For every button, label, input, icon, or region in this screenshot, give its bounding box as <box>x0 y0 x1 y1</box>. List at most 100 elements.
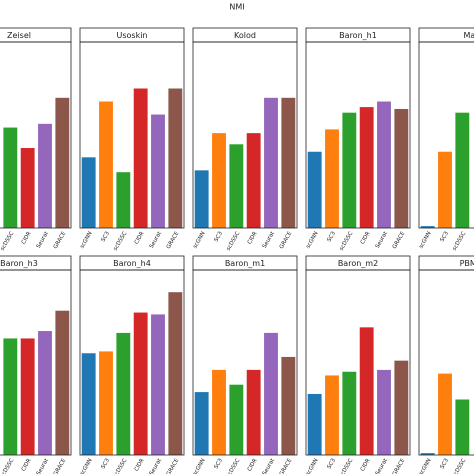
x-tick-label: Seurat <box>149 457 164 474</box>
bar <box>20 338 35 455</box>
x-tick-label: Seurat <box>36 457 51 474</box>
bar <box>359 327 374 455</box>
panel-title: Baron_h1 <box>339 31 377 40</box>
panel-title: Zeisel <box>7 31 31 40</box>
x-tick-label: CIDR <box>134 231 146 246</box>
bar <box>281 97 296 228</box>
bar <box>99 101 113 228</box>
panel-title: Baron_m1 <box>225 259 265 268</box>
plot-frame <box>79 41 185 229</box>
plot-frame <box>0 269 72 456</box>
bar <box>212 133 226 228</box>
x-tick-label: scDSSC <box>339 231 355 252</box>
panel-title: Mar <box>463 31 474 40</box>
x-tick-label: SC3 <box>439 457 450 470</box>
bar <box>20 148 35 228</box>
bar <box>420 226 435 228</box>
x-tick-label: SC3 <box>100 230 111 243</box>
bar <box>325 129 339 228</box>
x-tick-label: scDSSC <box>452 231 468 252</box>
bar <box>151 314 165 455</box>
x-tick-label: CIDR <box>360 458 372 473</box>
x-tick-label: scGNN <box>305 231 319 250</box>
bar <box>99 351 113 455</box>
x-tick-label: GRACE <box>279 457 294 474</box>
bar <box>55 310 70 455</box>
bar <box>264 332 278 455</box>
bar <box>212 369 226 455</box>
bar <box>438 373 452 455</box>
x-tick-label: GRACE <box>279 230 294 250</box>
bar <box>38 123 52 228</box>
bar <box>3 127 18 228</box>
x-tick-label: CIDR <box>21 231 33 246</box>
x-tick-label: CIDR <box>360 231 372 246</box>
bar <box>307 393 322 455</box>
bar <box>377 369 391 455</box>
x-tick-label: scDSSC <box>0 458 15 474</box>
x-tick-label: Seurat <box>262 230 277 249</box>
bar <box>420 453 435 455</box>
figure-title: NMI <box>229 3 244 12</box>
bar <box>38 331 52 455</box>
x-tick-label: scGNN <box>305 458 319 474</box>
x-tick-label: GRACE <box>53 230 68 250</box>
panel-title: Kolod <box>234 31 256 40</box>
bar <box>325 375 339 455</box>
x-tick-label: GRACE <box>53 457 68 474</box>
x-tick-label: SC3 <box>326 457 337 470</box>
x-tick-label: CIDR <box>247 458 259 473</box>
bar <box>81 353 96 455</box>
x-tick-label: CIDR <box>21 458 33 473</box>
bar <box>133 88 148 228</box>
plot-frame <box>305 269 411 456</box>
plot-frame <box>305 41 411 229</box>
panel-title: Usoskin <box>116 31 147 40</box>
bar <box>377 101 391 228</box>
x-tick-label: GRACE <box>166 230 181 250</box>
x-tick-label: SC3 <box>326 230 337 243</box>
x-tick-label: scDSSC <box>226 458 242 474</box>
bar <box>455 399 470 455</box>
x-tick-label: scDSSC <box>452 458 468 474</box>
bar <box>81 157 96 228</box>
bar <box>3 338 18 455</box>
panel-title: Baron_m2 <box>338 259 378 268</box>
plot-frame <box>418 269 474 456</box>
bar <box>168 88 183 228</box>
bar <box>246 133 261 228</box>
bar <box>246 369 261 455</box>
x-tick-label: SC3 <box>213 457 224 470</box>
x-tick-label: GRACE <box>166 457 181 474</box>
x-tick-label: scGNN <box>192 231 206 250</box>
bar <box>116 172 131 228</box>
x-tick-label: SC3 <box>439 230 450 243</box>
x-tick-label: scDSSC <box>113 458 129 474</box>
bar <box>307 151 322 228</box>
bar <box>438 151 452 228</box>
panel-title: Baron_h4 <box>113 259 151 268</box>
bar <box>194 170 209 228</box>
x-tick-label: Seurat <box>375 457 390 474</box>
bar <box>264 97 278 228</box>
bar <box>394 108 409 228</box>
x-tick-label: scDSSC <box>226 231 242 252</box>
x-tick-label: scGNN <box>79 458 93 474</box>
bar <box>229 384 244 455</box>
x-tick-label: GRACE <box>392 457 407 474</box>
bar <box>133 312 148 455</box>
bar <box>342 112 357 228</box>
x-tick-label: scGNN <box>418 458 432 474</box>
bar <box>168 292 183 455</box>
bar <box>194 392 209 455</box>
x-tick-label: scGNN <box>418 231 432 250</box>
x-tick-label: CIDR <box>247 231 259 246</box>
panel-title: PBMC <box>460 259 474 268</box>
x-tick-label: GRACE <box>392 230 407 250</box>
bar <box>55 97 70 228</box>
x-tick-label: scGNN <box>192 458 206 474</box>
plot-frame <box>192 41 298 229</box>
x-tick-label: scDSSC <box>0 231 15 252</box>
